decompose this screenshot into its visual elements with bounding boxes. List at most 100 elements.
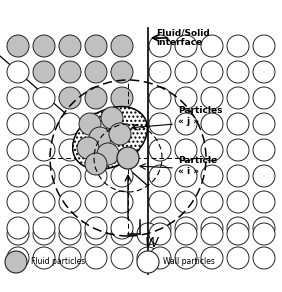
Circle shape (59, 61, 81, 83)
Circle shape (175, 87, 197, 109)
Circle shape (111, 113, 133, 135)
Circle shape (101, 107, 123, 129)
Circle shape (109, 123, 131, 145)
Circle shape (175, 139, 197, 161)
Circle shape (7, 191, 29, 213)
Circle shape (7, 113, 29, 135)
Circle shape (33, 223, 55, 245)
Circle shape (85, 113, 107, 135)
Circle shape (59, 191, 81, 213)
Circle shape (111, 61, 133, 83)
Text: Fluid particles: Fluid particles (31, 258, 85, 267)
Circle shape (33, 191, 55, 213)
Circle shape (253, 61, 275, 83)
Text: Particle
« i »: Particle « i » (178, 156, 217, 176)
Circle shape (149, 113, 171, 135)
Circle shape (111, 191, 133, 213)
Circle shape (227, 217, 249, 239)
Circle shape (79, 113, 101, 135)
Circle shape (175, 165, 197, 187)
Circle shape (201, 139, 223, 161)
Circle shape (175, 247, 197, 269)
Circle shape (111, 87, 133, 109)
Circle shape (149, 217, 171, 239)
Circle shape (149, 35, 171, 57)
Circle shape (33, 87, 55, 109)
Circle shape (253, 139, 275, 161)
Circle shape (85, 35, 107, 57)
Circle shape (227, 247, 249, 269)
Circle shape (253, 87, 275, 109)
Circle shape (33, 35, 55, 57)
Circle shape (201, 113, 223, 135)
Circle shape (85, 223, 107, 245)
Circle shape (33, 139, 55, 161)
Circle shape (5, 251, 27, 273)
Circle shape (137, 223, 159, 245)
Circle shape (111, 247, 133, 269)
Circle shape (201, 217, 223, 239)
Circle shape (149, 139, 171, 161)
Circle shape (227, 35, 249, 57)
Circle shape (149, 87, 171, 109)
Circle shape (149, 165, 171, 187)
Circle shape (201, 87, 223, 109)
Circle shape (253, 35, 275, 57)
Circle shape (227, 223, 249, 245)
Circle shape (59, 113, 81, 135)
Circle shape (7, 35, 29, 57)
Ellipse shape (73, 107, 147, 169)
Circle shape (77, 137, 99, 159)
Circle shape (175, 191, 197, 213)
Circle shape (117, 147, 139, 169)
Circle shape (111, 35, 133, 57)
Circle shape (149, 61, 171, 83)
Circle shape (227, 61, 249, 83)
Circle shape (59, 139, 81, 161)
Circle shape (33, 247, 55, 269)
Circle shape (33, 217, 55, 239)
Circle shape (149, 223, 171, 245)
Circle shape (7, 223, 29, 245)
Circle shape (201, 61, 223, 83)
Circle shape (85, 247, 107, 269)
Circle shape (111, 223, 133, 245)
Circle shape (175, 217, 197, 239)
Circle shape (89, 127, 111, 149)
Circle shape (111, 139, 133, 161)
Circle shape (7, 139, 29, 161)
Circle shape (7, 217, 29, 239)
Circle shape (175, 61, 197, 83)
Circle shape (137, 251, 159, 273)
Circle shape (227, 139, 249, 161)
Circle shape (85, 153, 107, 175)
Circle shape (201, 191, 223, 213)
Circle shape (59, 87, 81, 109)
Circle shape (33, 61, 55, 83)
Circle shape (227, 191, 249, 213)
Circle shape (85, 61, 107, 83)
Circle shape (175, 35, 197, 57)
Circle shape (227, 113, 249, 135)
Circle shape (201, 247, 223, 269)
Circle shape (85, 191, 107, 213)
Circle shape (253, 191, 275, 213)
Circle shape (7, 165, 29, 187)
Circle shape (85, 87, 107, 109)
Circle shape (7, 87, 29, 109)
Circle shape (59, 35, 81, 57)
Text: Fluid/Solid
interface: Fluid/Solid interface (156, 28, 210, 47)
Circle shape (33, 165, 55, 187)
Circle shape (253, 113, 275, 135)
Circle shape (111, 165, 133, 187)
Circle shape (111, 217, 133, 239)
Circle shape (253, 223, 275, 245)
Circle shape (33, 113, 55, 135)
Text: $W$: $W$ (144, 236, 160, 250)
Circle shape (175, 223, 197, 245)
Circle shape (253, 247, 275, 269)
Circle shape (7, 247, 29, 269)
Circle shape (175, 113, 197, 135)
Circle shape (85, 139, 107, 161)
Circle shape (253, 165, 275, 187)
